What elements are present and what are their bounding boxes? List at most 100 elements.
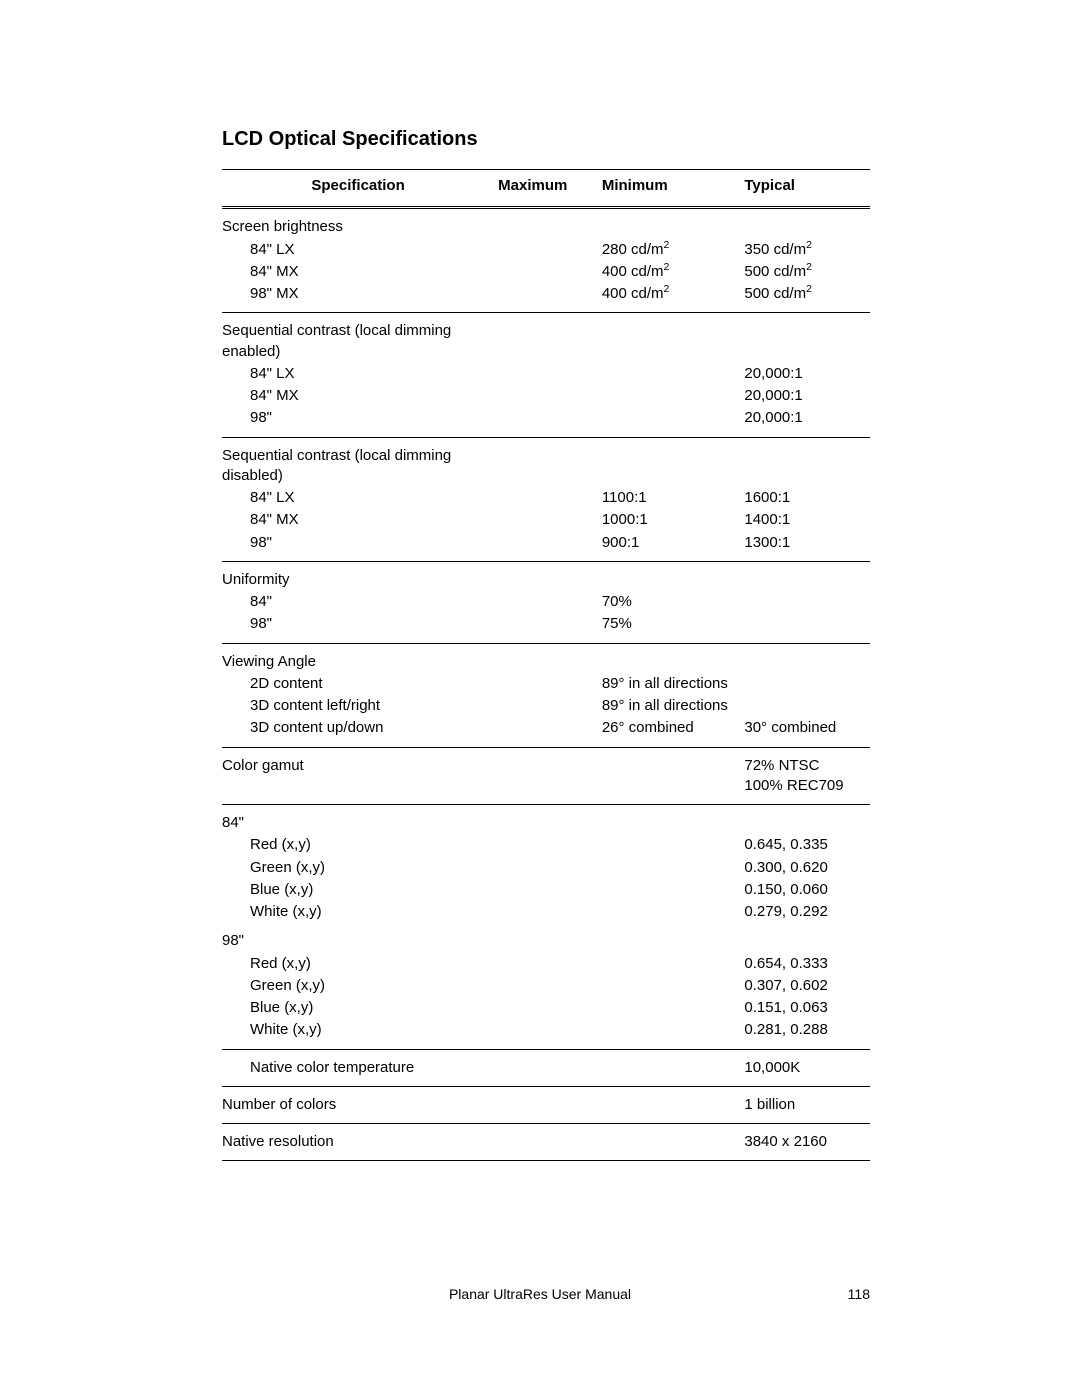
minimum-value: 1100:1 [598, 487, 741, 509]
typical-value: 0.645, 0.335 [740, 834, 870, 856]
minimum-value [598, 834, 741, 856]
table-row: Native color temperature10,000K [222, 1049, 870, 1086]
spec-label: Red (x,y) [222, 953, 494, 975]
spec-table: Specification Maximum Minimum Typical Sc… [222, 169, 870, 1161]
table-row: Screen brightness [222, 208, 870, 239]
table-row: Sequential contrast (local dimming enabl… [222, 313, 870, 363]
typical-value [740, 313, 870, 363]
col-minimum: Minimum [598, 170, 741, 208]
spec-label: Green (x,y) [222, 857, 494, 879]
spec-label: 84" [222, 805, 494, 835]
minimum-value: 89° in all directions [598, 673, 741, 695]
spec-label: Screen brightness [222, 208, 494, 239]
table-header-row: Specification Maximum Minimum Typical [222, 170, 870, 208]
table-row: Blue (x,y) 0.151, 0.063 [222, 997, 870, 1019]
page: LCD Optical Specifications Specification… [0, 0, 1080, 1397]
spec-label: 2D content [222, 673, 494, 695]
typical-value: 20,000:1 [740, 385, 870, 407]
typical-value: 1300:1 [740, 532, 870, 562]
spec-label: 98" [222, 407, 494, 437]
table-row: Red (x,y) 0.654, 0.333 [222, 953, 870, 975]
col-spec: Specification [222, 170, 494, 208]
footer-page-number: 118 [848, 1286, 870, 1302]
table-row: Blue (x,y)0.150, 0.060 [222, 879, 870, 901]
spec-label: Uniformity [222, 561, 494, 591]
spec-label: Sequential contrast (local dimming disab… [222, 437, 494, 487]
spec-label: White (x,y) [222, 1019, 494, 1049]
typical-value [740, 208, 870, 239]
table-row: Number of colors1 billion [222, 1086, 870, 1123]
table-row: White (x,y)0.281, 0.288 [222, 1019, 870, 1049]
spec-label: Native resolution [222, 1124, 494, 1161]
typical-value [740, 561, 870, 591]
col-maximum: Maximum [494, 170, 598, 208]
typical-value [740, 805, 870, 835]
typical-value: 1400:1 [740, 509, 870, 531]
minimum-value: 89° in all directions [598, 695, 741, 717]
table-row: 98" MX400 cd/m2500 cd/m2 [222, 283, 870, 313]
typical-value [740, 930, 870, 952]
typical-value: 0.279, 0.292 [740, 901, 870, 930]
spec-label: 84" LX [222, 487, 494, 509]
table-row: 98" 20,000:1 [222, 407, 870, 437]
typical-value: 10,000K [740, 1049, 870, 1086]
spec-label: 98" [222, 930, 494, 952]
minimum-value [598, 901, 741, 930]
spec-label: Red (x,y) [222, 834, 494, 856]
spec-label: 3D content left/right [222, 695, 494, 717]
spec-label: 84" LX [222, 239, 494, 261]
table-row: Native resolution 3840 x 2160 [222, 1124, 870, 1161]
minimum-value [598, 385, 741, 407]
table-row: 98" 75% [222, 613, 870, 643]
minimum-value: 280 cd/m2 [598, 239, 741, 261]
typical-value: 0.654, 0.333 [740, 953, 870, 975]
table-row: Uniformity [222, 561, 870, 591]
spec-label: 84" LX [222, 363, 494, 385]
spec-label: White (x,y) [222, 901, 494, 930]
minimum-value [598, 407, 741, 437]
spec-label: Viewing Angle [222, 643, 494, 673]
typical-value: 0.151, 0.063 [740, 997, 870, 1019]
spec-label: Green (x,y) [222, 975, 494, 997]
table-row: 84" MX 1000:11400:1 [222, 509, 870, 531]
table-row: Sequential contrast (local dimming disab… [222, 437, 870, 487]
spec-label: Blue (x,y) [222, 997, 494, 1019]
typical-value [740, 695, 870, 717]
spec-label: Number of colors [222, 1086, 494, 1123]
typical-value: 30° combined [740, 717, 870, 747]
minimum-value [598, 363, 741, 385]
spec-label: 3D content up/down [222, 717, 494, 747]
minimum-value [598, 857, 741, 879]
minimum-value: 70% [598, 591, 741, 613]
table-row: 84"70% [222, 591, 870, 613]
minimum-value: 75% [598, 613, 741, 643]
table-row: 84" LX 1100:11600:1 [222, 487, 870, 509]
section-title: LCD Optical Specifications [222, 128, 870, 151]
typical-value: 500 cd/m2 [740, 261, 870, 283]
typical-value: 350 cd/m2 [740, 239, 870, 261]
footer-doc-title: Planar UltraRes User Manual [0, 1286, 1080, 1302]
spec-label: 84" MX [222, 385, 494, 407]
minimum-value [598, 1019, 741, 1049]
table-row: 84" LX 280 cd/m2350 cd/m2 [222, 239, 870, 261]
spec-label: 98" MX [222, 283, 494, 313]
table-row: Green (x,y)0.300, 0.620 [222, 857, 870, 879]
table-row: 3D content up/down 26° combined30° combin… [222, 717, 870, 747]
minimum-value [598, 997, 741, 1019]
table-row: 84" MX 20,000:1 [222, 385, 870, 407]
typical-value: 20,000:1 [740, 407, 870, 437]
minimum-value: 26° combined [598, 717, 741, 747]
minimum-value [598, 953, 741, 975]
typical-value: 0.307, 0.602 [740, 975, 870, 997]
spec-label: 84" MX [222, 509, 494, 531]
spec-label: 98" [222, 613, 494, 643]
typical-value: 1600:1 [740, 487, 870, 509]
typical-value [740, 613, 870, 643]
typical-value: 500 cd/m2 [740, 283, 870, 313]
minimum-value: 1000:1 [598, 509, 741, 531]
minimum-value [598, 975, 741, 997]
typical-value: 20,000:1 [740, 363, 870, 385]
table-row: Red (x,y) 0.645, 0.335 [222, 834, 870, 856]
typical-value: 3840 x 2160 [740, 1124, 870, 1161]
typical-value: 0.150, 0.060 [740, 879, 870, 901]
